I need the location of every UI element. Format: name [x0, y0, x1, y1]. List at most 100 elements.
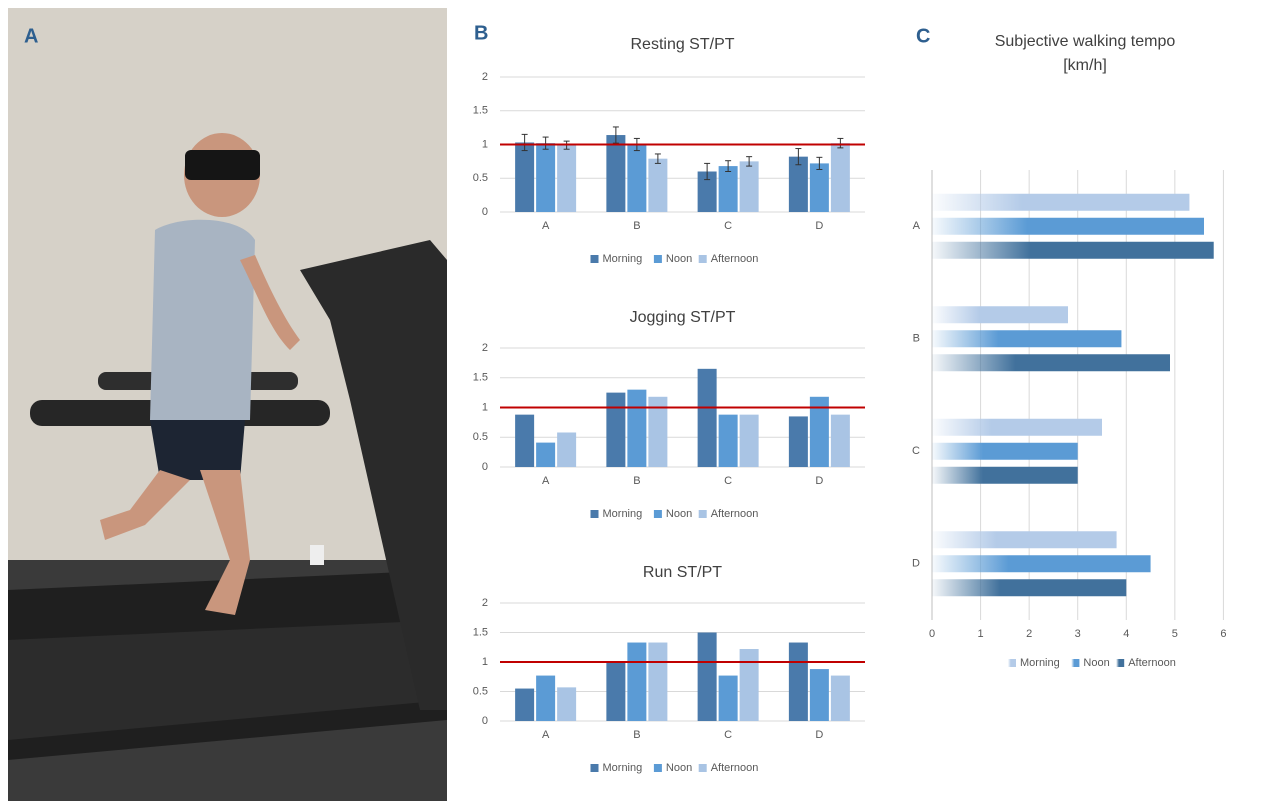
legend-label: Noon [1083, 657, 1109, 669]
bar [932, 442, 1078, 460]
bar [809, 163, 829, 212]
bar [932, 418, 1102, 436]
legend-swatch [590, 255, 599, 263]
bar [697, 368, 717, 467]
x-tick-label: C [724, 729, 732, 741]
panel-label: A [24, 25, 38, 47]
chart-title: Jogging ST/PT [630, 309, 736, 326]
chart-title: Resting ST/PT [630, 36, 734, 53]
bar [515, 688, 535, 721]
y-tick-label: 0 [482, 206, 488, 218]
y-tick-label: A [913, 220, 921, 232]
y-tick-label: 1 [482, 401, 488, 413]
bar [515, 142, 535, 212]
legend-swatch [698, 510, 707, 518]
error-bar [725, 160, 732, 172]
bar [788, 416, 808, 467]
bar [830, 414, 850, 467]
y-tick-label: 0.5 [473, 685, 488, 697]
bar [809, 669, 829, 721]
x-tick-label: D [815, 729, 823, 741]
error-bar [654, 153, 661, 164]
legend-swatch [590, 764, 599, 772]
bar [697, 171, 717, 212]
x-tick-label: A [542, 475, 550, 487]
bar [739, 161, 759, 212]
bar [718, 414, 738, 467]
y-tick-label: 2 [482, 597, 488, 609]
y-tick-label: 0.5 [473, 172, 488, 184]
x-tick-label: 1 [978, 628, 984, 640]
bar [648, 158, 668, 212]
bar [739, 649, 759, 721]
y-tick-label: 0 [482, 715, 488, 727]
legend-swatch [698, 764, 707, 772]
y-tick-label: 2 [482, 71, 488, 83]
bar [627, 144, 647, 212]
y-tick-label: 0.5 [473, 431, 488, 443]
bar [627, 389, 647, 467]
bar [932, 354, 1170, 372]
bar [739, 414, 759, 467]
legend-label: Morning [603, 508, 643, 520]
x-tick-label: C [724, 220, 732, 232]
legend-swatch [1116, 659, 1125, 667]
chart-subtitle: [km/h] [1063, 57, 1107, 74]
legend-label: Noon [666, 253, 692, 265]
x-tick-label: 4 [1123, 628, 1129, 640]
bar [536, 675, 556, 721]
y-tick-label: B [913, 333, 920, 345]
x-tick-label: B [633, 475, 640, 487]
error-bar [746, 156, 753, 167]
legend-swatch [653, 510, 662, 518]
y-tick-label: 1.5 [473, 626, 488, 638]
legend-swatch [698, 255, 707, 263]
x-tick-label: 2 [1026, 628, 1032, 640]
error-bar [837, 137, 844, 149]
x-tick-label: 0 [929, 628, 935, 640]
legend-label: Noon [666, 762, 692, 774]
bar [557, 145, 577, 212]
bar [606, 662, 626, 721]
legend-swatch [1071, 659, 1080, 667]
x-tick-label: B [633, 220, 640, 232]
bar [932, 555, 1151, 573]
x-tick-label: A [542, 220, 550, 232]
y-tick-label: D [912, 558, 920, 570]
legend-label: Morning [1020, 657, 1060, 669]
bar [932, 193, 1190, 211]
y-tick-label: 1.5 [473, 372, 488, 384]
bar [932, 217, 1204, 235]
bar [830, 143, 850, 212]
x-tick-label: A [542, 729, 550, 741]
legend-swatch [1008, 659, 1016, 667]
bar [830, 675, 850, 721]
bar [932, 241, 1214, 259]
legend-label: Morning [603, 762, 643, 774]
error-bar [816, 156, 823, 170]
x-tick-label: C [724, 475, 732, 487]
error-bar [795, 148, 802, 166]
legend-label: Morning [603, 253, 643, 265]
x-tick-label: 3 [1075, 628, 1081, 640]
error-bar [704, 162, 711, 181]
y-tick-label: 1 [482, 138, 488, 150]
bar [606, 135, 626, 212]
photo [8, 8, 447, 801]
bar [557, 687, 577, 721]
x-tick-label: B [633, 729, 640, 741]
x-tick-label: 5 [1172, 628, 1178, 640]
panel-label: B [474, 22, 488, 44]
bar [932, 531, 1117, 549]
legend-label: Afternoon [711, 762, 759, 774]
error-bar [542, 136, 549, 150]
error-bar [612, 126, 619, 144]
panel-label: C [916, 25, 930, 47]
legend-label: Afternoon [711, 253, 759, 265]
bar [718, 166, 738, 212]
chart-title: Subjective walking tempo [995, 33, 1176, 50]
chart-title: Run ST/PT [643, 564, 722, 581]
bar [809, 396, 829, 467]
x-tick-label: D [815, 475, 823, 487]
bar [718, 675, 738, 721]
